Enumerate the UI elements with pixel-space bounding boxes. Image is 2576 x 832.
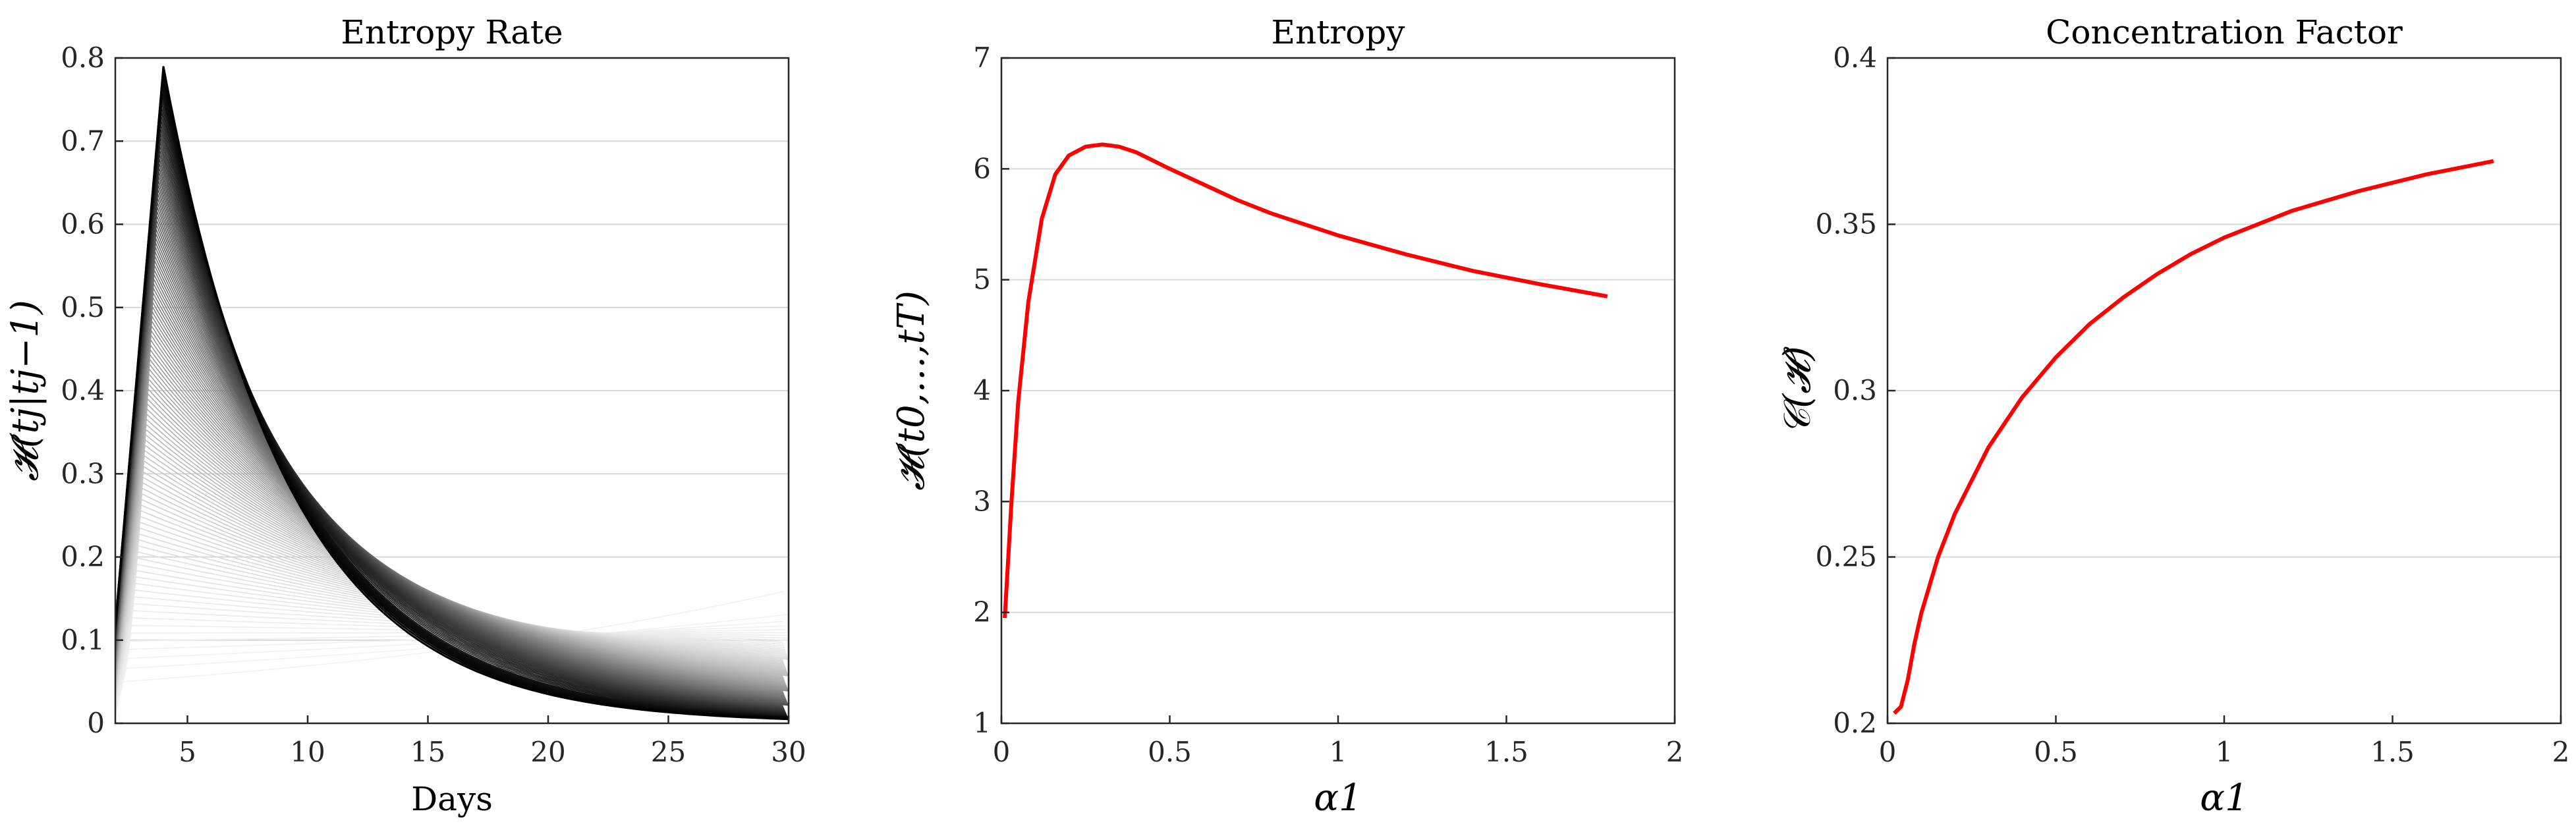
concentration-factor-panel: 0.2 0.25 0.3 0.35 0.4 0 0.5 1 1.5 2 Concentration … — [1776, 13, 2569, 819]
entropy-rate-curve — [115, 259, 787, 700]
y-axis-label: 𝒞(𝓗) — [1776, 346, 1819, 435]
y-tick-label: 0.7 — [61, 125, 105, 157]
x-tick-label: 0.5 — [1148, 736, 1192, 768]
x-tick-label: 1.5 — [1484, 736, 1528, 768]
entropy-rate-curve — [115, 233, 788, 703]
y-tick-label: 3 — [973, 485, 991, 517]
series-line — [1893, 159, 2494, 715]
y-tick-label: 0.4 — [1833, 42, 1877, 74]
x-tick-label: 15 — [410, 736, 445, 768]
entropy-rate-curve — [115, 207, 789, 706]
x-tick-label: 1 — [2216, 736, 2233, 768]
y-tick-label: 0.3 — [1833, 374, 1877, 406]
y-tick-label: 6 — [973, 152, 991, 184]
x-tick-label: 30 — [771, 736, 806, 768]
entropy-rate-curve — [115, 240, 787, 702]
y-tick-label: 0.25 — [1815, 541, 1877, 573]
entropy-panel: 1 2 3 4 5 6 7 0 0.5 1 1.5 2 Entropy α1 𝓗(t0,…,tT) — [890, 13, 1683, 819]
entropy-rate-curve — [115, 245, 787, 702]
entropy-rate-curve — [115, 211, 789, 706]
chart-title: Entropy — [1271, 13, 1405, 51]
entropy-rate-curve — [115, 229, 788, 704]
plot-area — [1003, 142, 1608, 619]
x-tick-label: 10 — [290, 736, 325, 768]
y-tick-label: 0.8 — [61, 42, 105, 74]
y-tick-label: 0.3 — [61, 457, 105, 489]
entropy-rate-curve — [115, 220, 788, 705]
x-tick-label: 0.5 — [2034, 736, 2078, 768]
y-tick-label: 0 — [87, 707, 105, 739]
x-tick-label: 0 — [1879, 736, 1897, 768]
series-line — [1003, 142, 1608, 619]
x-tick-label: 2 — [1666, 736, 1684, 768]
y-tick-label: 0.4 — [61, 374, 105, 406]
entropy-rate-panel: 0 0.1 0.2 0.3 0.4 0.5 0.6 0.7 0.8 5 10 15 20 25 30 Entr… — [4, 13, 806, 818]
entropy-rate-curve — [115, 66, 789, 721]
y-tick-label: 2 — [973, 596, 991, 628]
x-axis-label: α1 — [2200, 777, 2248, 819]
y-axis-label: 𝓗(tj|tj−1) — [4, 300, 47, 481]
x-tick-label: 1.5 — [2370, 736, 2415, 768]
y-tick-label: 0.1 — [61, 624, 105, 656]
entropy-rate-curve — [115, 238, 787, 703]
y-tick-label: 0.5 — [61, 291, 105, 323]
x-tick-label: 2 — [2552, 736, 2570, 768]
x-axis-label: Days — [411, 780, 493, 818]
entropy-rate-curve — [115, 202, 783, 706]
x-tick-label: 1 — [1330, 736, 1347, 768]
x-axis-label: α1 — [1314, 777, 1362, 819]
y-tick-label: 1 — [973, 707, 991, 739]
y-tick-label: 0.6 — [61, 208, 105, 240]
y-tick-label: 0.35 — [1815, 208, 1877, 240]
y-tick-label: 7 — [973, 42, 991, 74]
entropy-rate-curve — [115, 225, 788, 704]
chart-title: Entropy Rate — [341, 13, 563, 51]
x-tick-label: 20 — [530, 736, 565, 768]
y-tick-label: 0.2 — [61, 541, 105, 573]
x-tick-label: 5 — [179, 736, 196, 768]
y-axis-label: 𝓗(t0,…,tT) — [890, 291, 933, 491]
plot-area — [115, 66, 789, 721]
plot-area — [1893, 159, 2494, 715]
x-tick-label: 0 — [993, 736, 1011, 768]
y-tick-label: 5 — [973, 263, 991, 296]
y-tick-label: 0.2 — [1833, 707, 1877, 739]
x-tick-label: 25 — [651, 736, 686, 768]
chart-title: Concentration Factor — [2046, 13, 2403, 51]
entropy-rate-curve — [115, 215, 789, 705]
y-tick-label: 4 — [973, 374, 991, 406]
